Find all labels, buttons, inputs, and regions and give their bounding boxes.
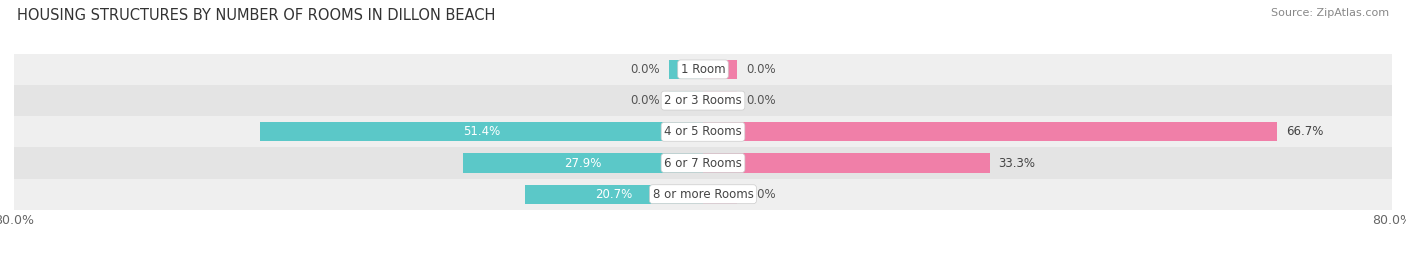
Text: 0.0%: 0.0% (630, 94, 659, 107)
Bar (14, 116, 1392, 147)
Bar (669, 91, 703, 110)
Text: 20.7%: 20.7% (595, 188, 633, 201)
Bar (14, 179, 1392, 210)
Text: 8 or more Rooms: 8 or more Rooms (652, 188, 754, 201)
Text: 51.4%: 51.4% (463, 125, 501, 138)
Text: 0.0%: 0.0% (747, 94, 776, 107)
Bar (260, 122, 703, 141)
Text: 6 or 7 Rooms: 6 or 7 Rooms (664, 157, 742, 169)
Bar (14, 54, 1392, 85)
Text: 4 or 5 Rooms: 4 or 5 Rooms (664, 125, 742, 138)
Bar (14, 85, 1392, 116)
Bar (703, 60, 738, 79)
Text: 27.9%: 27.9% (564, 157, 602, 169)
Text: 0.0%: 0.0% (747, 63, 776, 76)
Bar (14, 147, 1392, 179)
Bar (703, 91, 738, 110)
Bar (669, 60, 703, 79)
Bar (703, 185, 738, 204)
Text: 0.0%: 0.0% (747, 188, 776, 201)
Text: Source: ZipAtlas.com: Source: ZipAtlas.com (1271, 8, 1389, 18)
Text: 2 or 3 Rooms: 2 or 3 Rooms (664, 94, 742, 107)
Text: 0.0%: 0.0% (630, 63, 659, 76)
Text: 1 Room: 1 Room (681, 63, 725, 76)
Bar (524, 185, 703, 204)
Text: HOUSING STRUCTURES BY NUMBER OF ROOMS IN DILLON BEACH: HOUSING STRUCTURES BY NUMBER OF ROOMS IN… (17, 8, 495, 23)
Bar (703, 153, 990, 173)
Bar (703, 122, 1278, 141)
Text: 33.3%: 33.3% (998, 157, 1035, 169)
Text: 66.7%: 66.7% (1286, 125, 1323, 138)
Bar (463, 153, 703, 173)
